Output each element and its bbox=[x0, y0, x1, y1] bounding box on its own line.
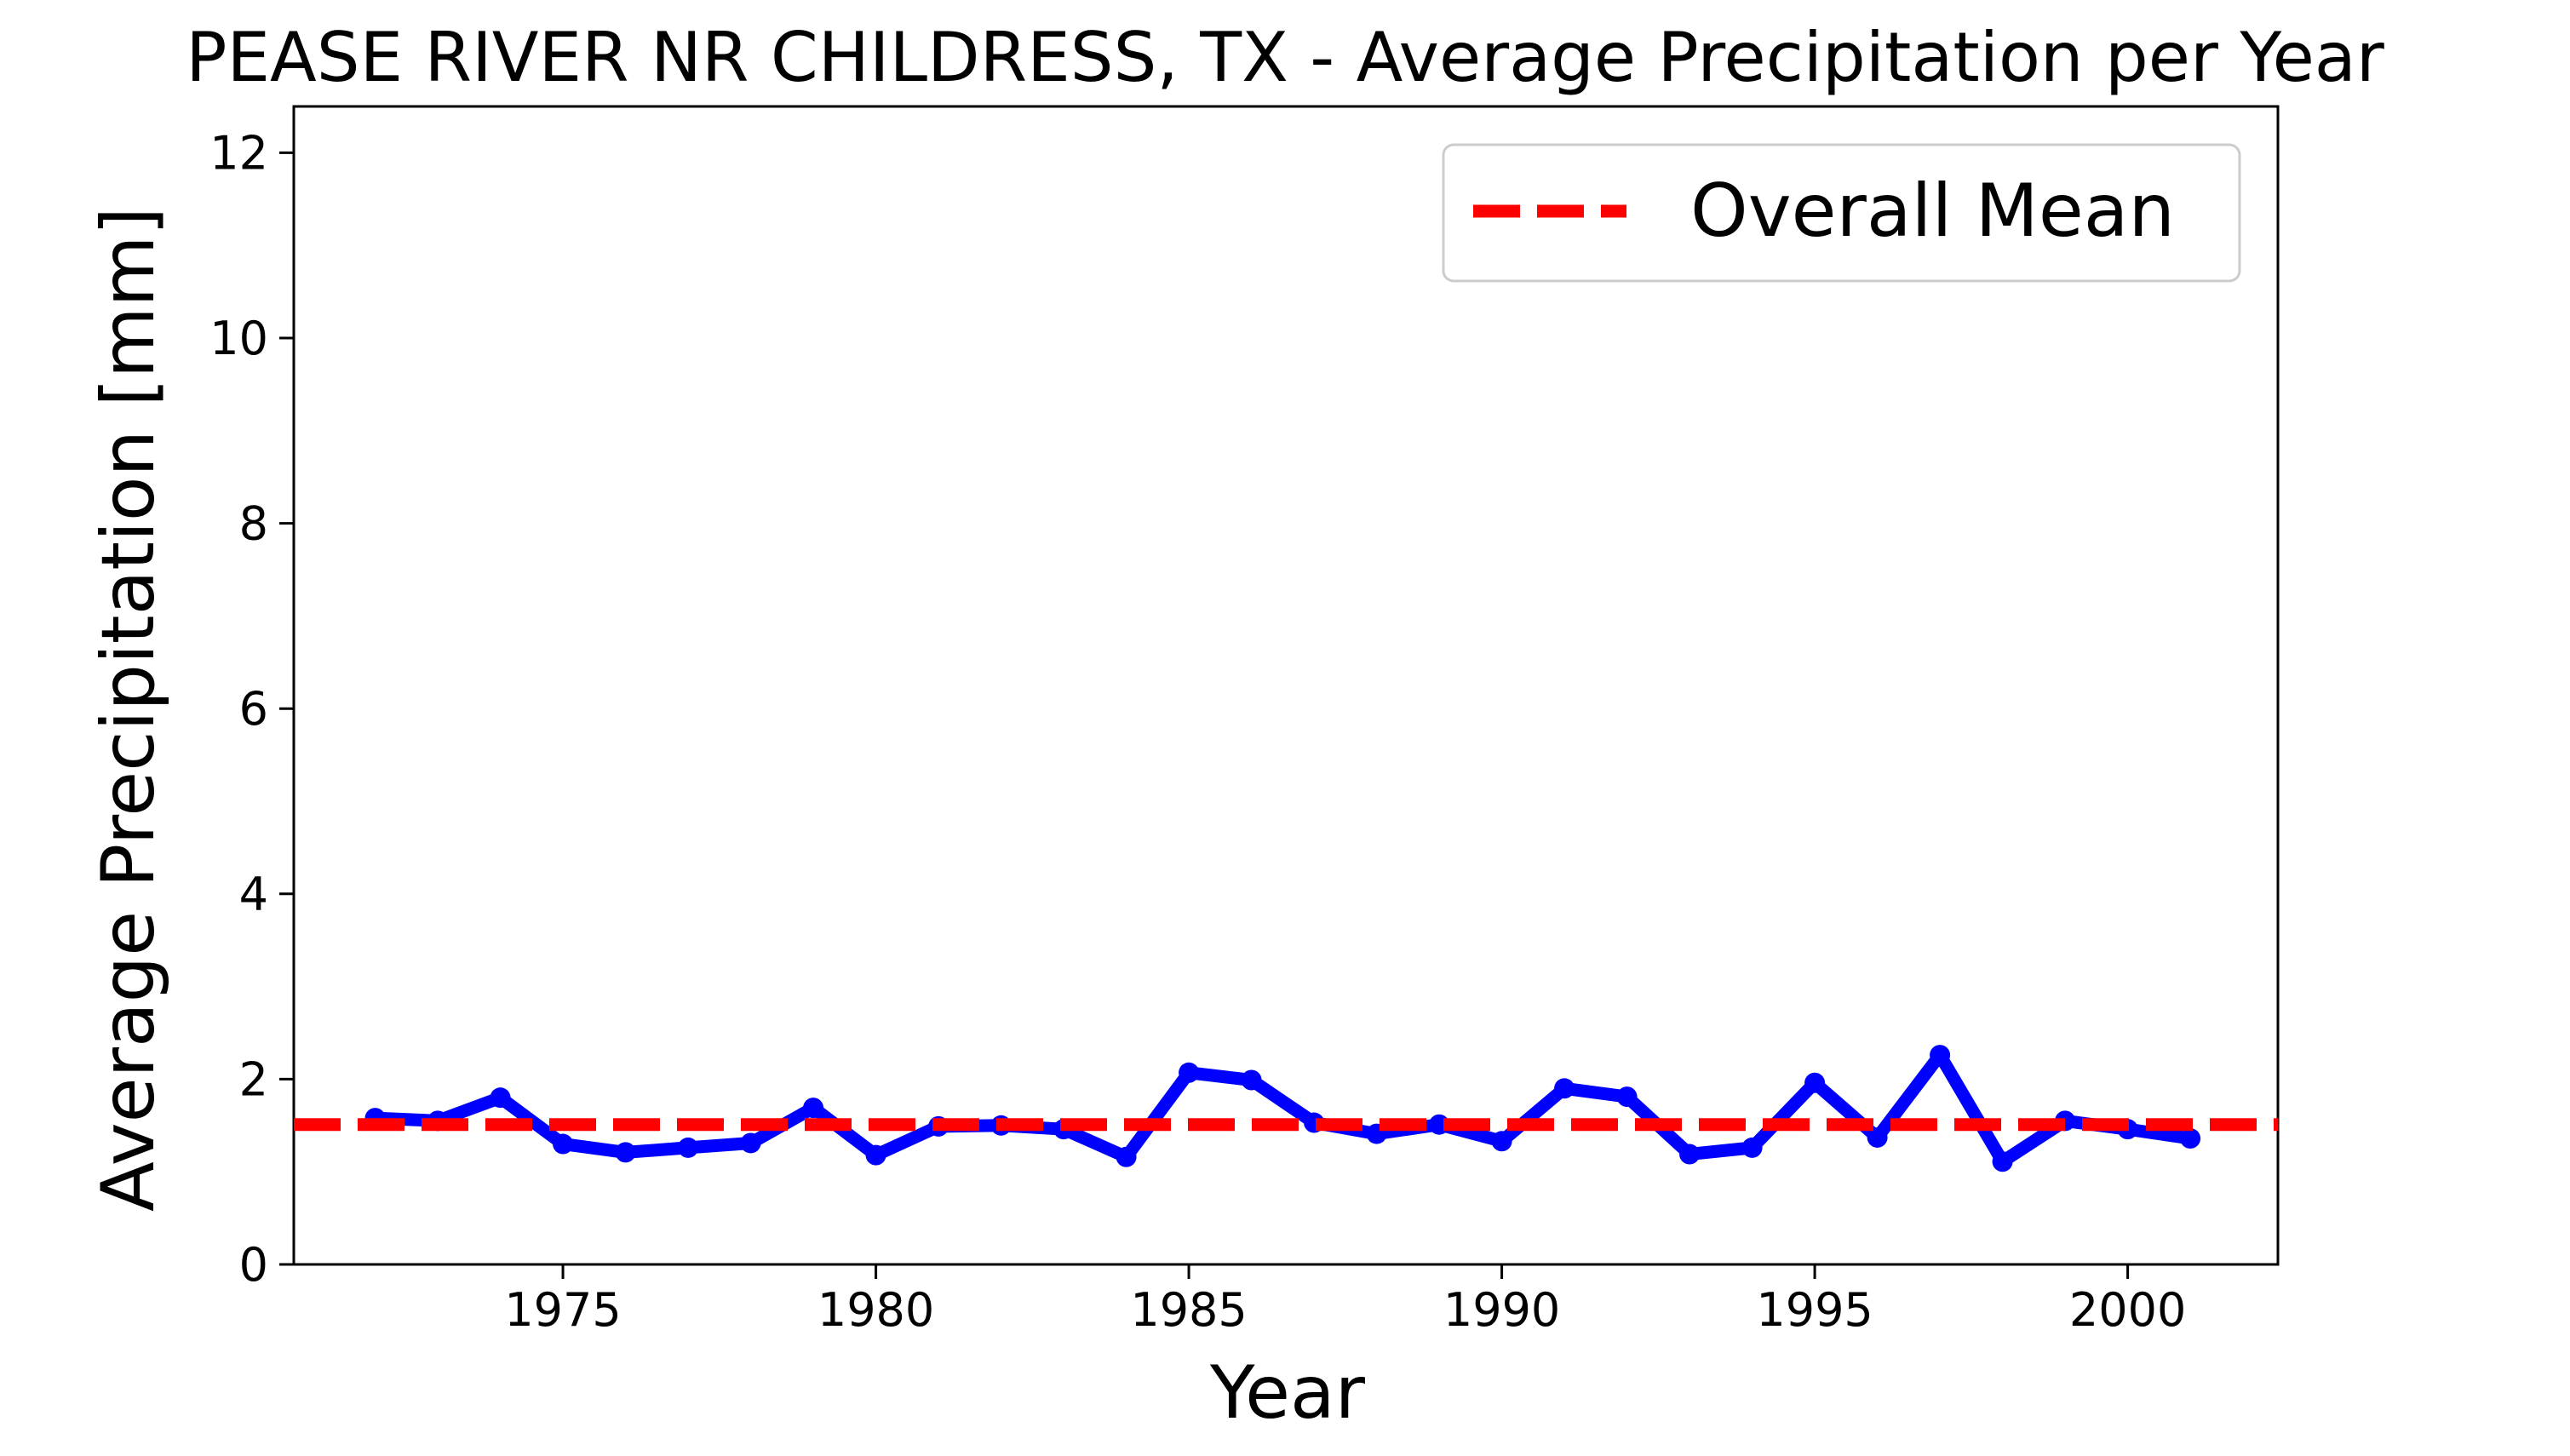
x-tick-label-1995: 1995 bbox=[1756, 1283, 1873, 1337]
data-point-1976 bbox=[615, 1142, 636, 1163]
data-point-1996 bbox=[1867, 1126, 1888, 1148]
x-tick-label-2000: 2000 bbox=[2069, 1283, 2186, 1337]
series-0-line bbox=[369, 1048, 2197, 1168]
y-tick-label-8: 8 bbox=[239, 497, 268, 551]
plot-frame bbox=[292, 105, 2280, 1266]
data-point-1980 bbox=[865, 1144, 886, 1166]
data-point-1985 bbox=[1179, 1062, 1200, 1083]
x-tick-label-1980: 1980 bbox=[817, 1283, 934, 1337]
y-tick-label-0: 0 bbox=[239, 1238, 268, 1292]
y-tick-label-10: 10 bbox=[209, 312, 268, 365]
y-tick-label-6: 6 bbox=[239, 682, 268, 736]
legend: Overall Mean bbox=[1442, 143, 2241, 283]
legend-box bbox=[1442, 143, 2241, 283]
x-tick-label-1985: 1985 bbox=[1130, 1283, 1247, 1337]
data-point-1994 bbox=[1741, 1137, 1763, 1158]
data-point-1997 bbox=[1930, 1045, 1951, 1066]
data-point-1998 bbox=[1992, 1151, 2013, 1172]
data-point-1990 bbox=[1491, 1131, 1512, 1152]
data-point-1974 bbox=[490, 1087, 511, 1109]
y-tick-label-4: 4 bbox=[239, 868, 268, 921]
x-axis-label: Year bbox=[1209, 1350, 1366, 1436]
data-point-1992 bbox=[1616, 1086, 1638, 1108]
x-tick-label-1990: 1990 bbox=[1443, 1283, 1560, 1337]
data-point-1995 bbox=[1804, 1072, 1826, 1093]
y-tick-label-12: 12 bbox=[209, 126, 268, 180]
legend-label-overall-mean: Overall Mean bbox=[1690, 169, 2175, 254]
data-point-1986 bbox=[1241, 1069, 1262, 1091]
y-axis-label: Average Precipitation [mm] bbox=[86, 207, 171, 1212]
data-point-1975 bbox=[553, 1133, 574, 1155]
data-point-1984 bbox=[1116, 1146, 1137, 1167]
x-tick-label-1975: 1975 bbox=[504, 1283, 621, 1337]
data-point-2001 bbox=[2180, 1128, 2201, 1149]
data-point-1991 bbox=[1554, 1078, 1575, 1099]
chart-title: PEASE RIVER NR CHILDRESS, TX - Average P… bbox=[186, 18, 2384, 97]
data-point-1993 bbox=[1679, 1144, 1701, 1165]
data-point-1978 bbox=[740, 1132, 761, 1154]
plot-area: 1975 1980 1985 1990 1995 2000 0 2 4 6 8 10 12 bbox=[209, 105, 2280, 1337]
y-tick-label-2: 2 bbox=[239, 1052, 268, 1106]
data-point-1979 bbox=[803, 1098, 824, 1119]
data-point-1977 bbox=[678, 1137, 699, 1158]
